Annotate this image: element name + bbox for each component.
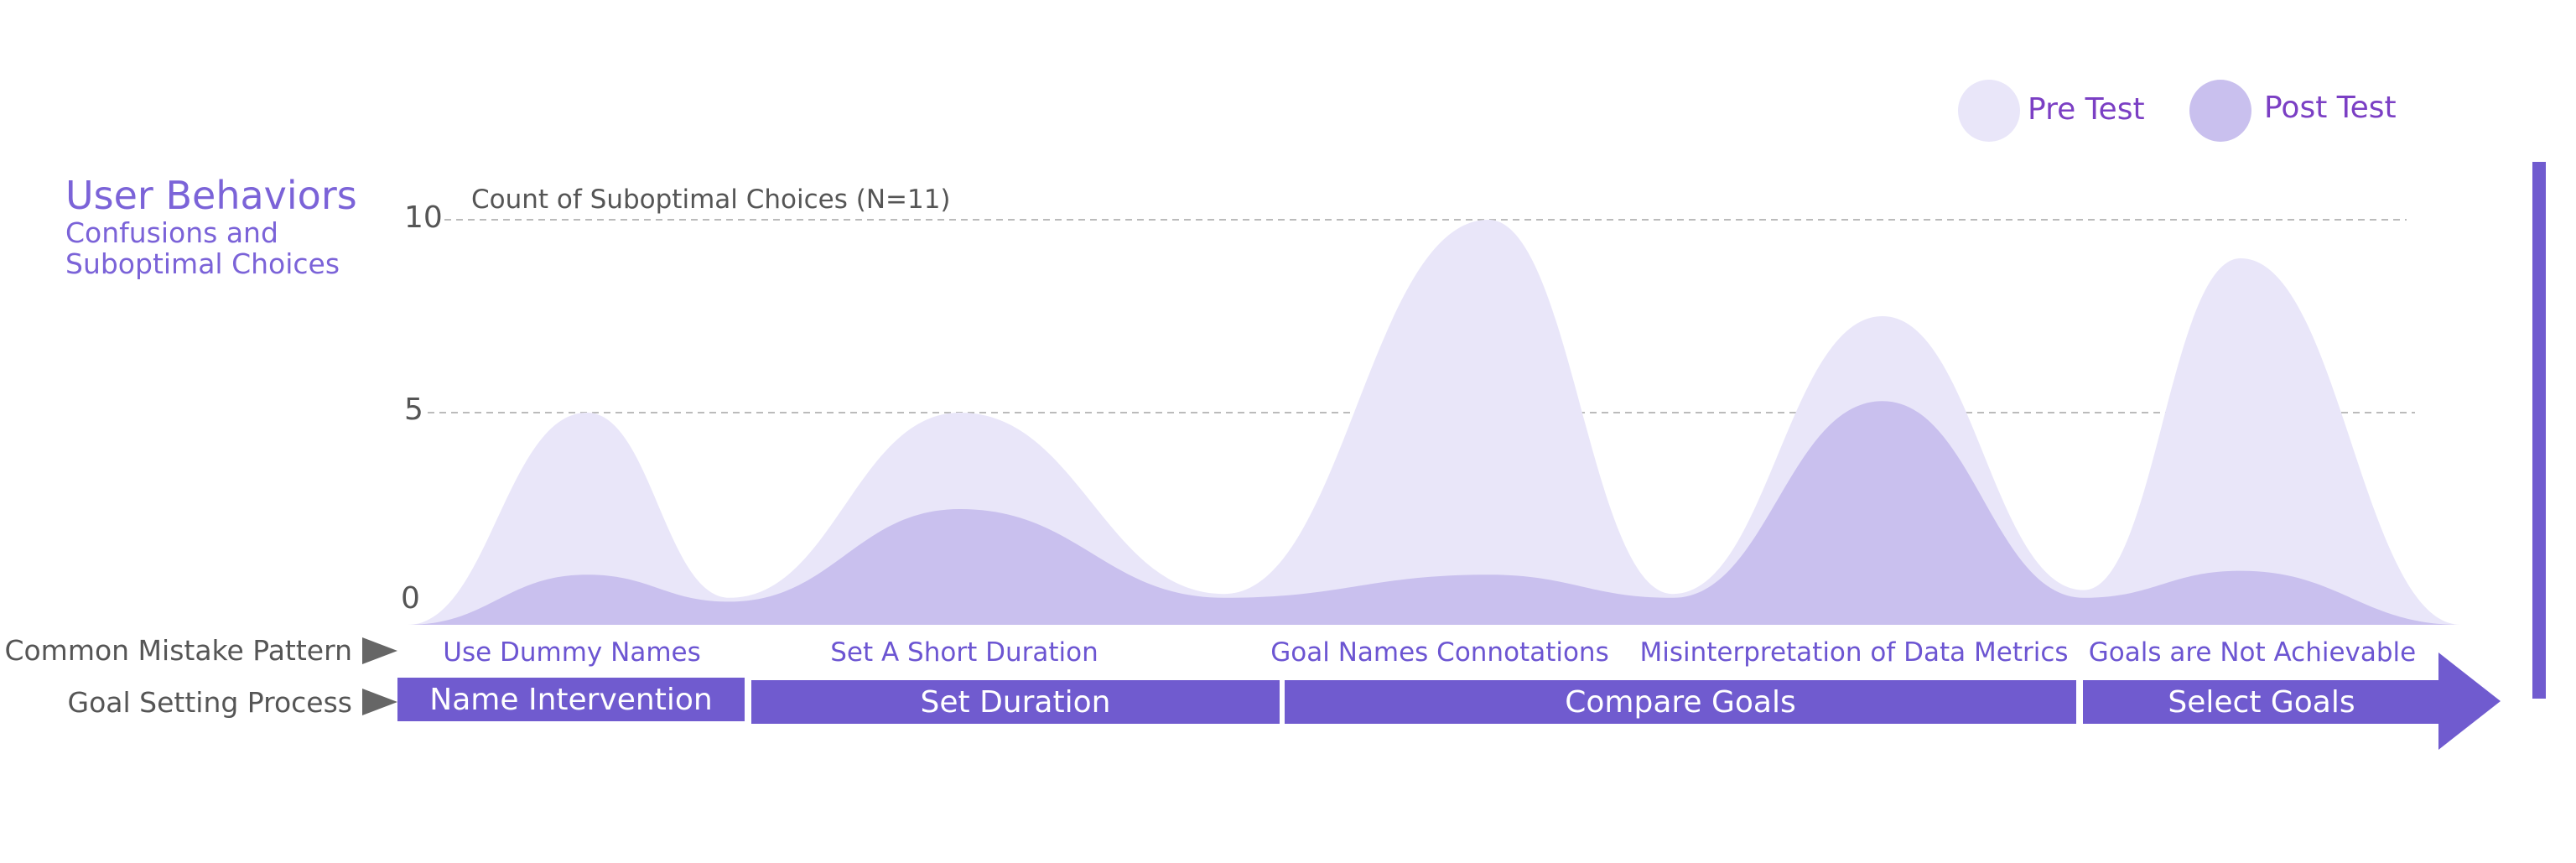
mistake-row-arrow-icon	[362, 637, 397, 664]
side-title-sub-2: Suboptimal Choices	[65, 247, 340, 280]
mistake-label-dummy-names: Use Dummy Names	[443, 637, 701, 668]
y-tick-5: 5	[404, 393, 423, 427]
process-row-arrow-icon	[362, 689, 397, 715]
stage-select-goals: Select Goals	[2083, 680, 2440, 724]
process-arrow-head-icon	[2438, 652, 2501, 750]
y-tick-0: 0	[401, 581, 420, 616]
stage-compare-goals: Compare Goals	[1285, 680, 2076, 724]
mistake-row-label: Common Mistake Pattern	[4, 634, 352, 667]
legend-post-label: Post Test	[2264, 91, 2397, 125]
chart-title: Count of Suboptimal Choices (N=11)	[471, 185, 951, 215]
mistake-label-data-metrics: Misinterpretation of Data Metrics	[1639, 637, 2069, 668]
legend-pre-swatch	[1958, 80, 2020, 142]
mistake-label-not-achievable: Goals are Not Achievable	[2088, 637, 2417, 668]
legend-pre-label: Pre Test	[2028, 92, 2145, 127]
right-edge-bar	[2532, 162, 2546, 699]
stage-name-intervention: Name Intervention	[397, 678, 745, 721]
post-test-area	[408, 401, 2461, 625]
stage-set-duration: Set Duration	[751, 680, 1280, 724]
mistake-label-goal-names: Goal Names Connotations	[1270, 637, 1609, 668]
mistake-label-short-duration: Set A Short Duration	[830, 637, 1098, 668]
y-tick-10: 10	[404, 200, 443, 235]
legend-post-swatch	[2189, 80, 2251, 142]
pre-test-area	[408, 220, 2461, 625]
side-title-sub-1: Confusions and	[65, 216, 278, 249]
side-title-main: User Behaviors	[65, 173, 357, 218]
process-row-label: Goal Setting Process	[67, 686, 352, 719]
